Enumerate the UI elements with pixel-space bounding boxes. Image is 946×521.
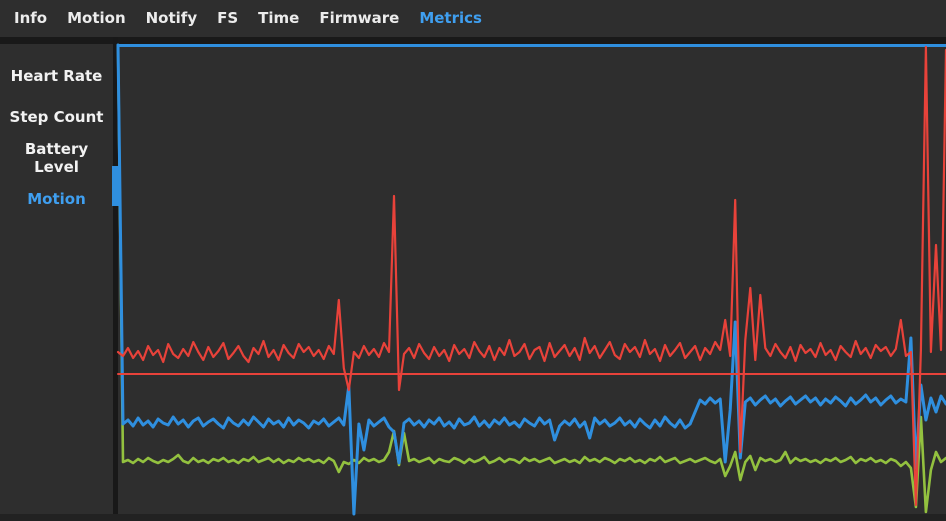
chart-bottom-edge	[0, 514, 946, 521]
sidebar-chart-divider	[113, 37, 118, 521]
active-item-indicator	[112, 166, 120, 206]
motion-chart-panel[interactable]	[118, 44, 946, 521]
series-green-axis	[116, 43, 946, 514]
tab-firmware[interactable]: Firmware	[319, 9, 400, 27]
metrics-sidebar: Heart Rate Step Count Battery Level Moti…	[0, 44, 113, 521]
series-red-axis	[116, 45, 946, 507]
sidebar-item-motion[interactable]: Motion	[27, 189, 86, 208]
tab-notify[interactable]: Notify	[145, 9, 198, 27]
nav-separator-band	[0, 37, 946, 44]
tab-motion[interactable]: Motion	[67, 9, 126, 27]
sidebar-item-heart-rate[interactable]: Heart Rate	[10, 66, 103, 85]
tab-fs[interactable]: FS	[217, 9, 239, 27]
tab-time[interactable]: Time	[258, 9, 300, 27]
sidebar-item-step-count[interactable]: Step Count	[9, 107, 104, 126]
sidebar-item-battery-level[interactable]: Battery Level	[24, 139, 89, 176]
top-tab-bar: Info Motion Notify FS Time Firmware Metr…	[0, 0, 946, 44]
tab-info[interactable]: Info	[14, 9, 48, 27]
series-blue-axis	[116, 43, 946, 516]
